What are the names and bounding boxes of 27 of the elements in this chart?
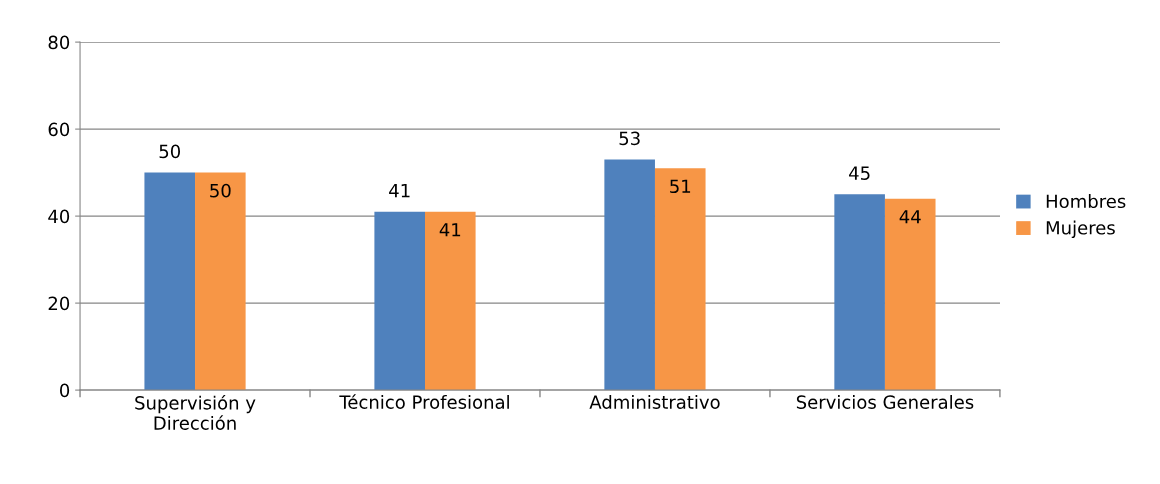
- data-label: 41: [389, 183, 410, 198]
- bar: [604, 159, 655, 391]
- data-label: 45: [849, 166, 870, 180]
- data-label: 53: [619, 131, 640, 146]
- legend-label: Hombres: [1046, 194, 1126, 209]
- data-label: 51: [670, 179, 691, 194]
- y-tick-label: 40: [48, 209, 70, 224]
- y-tick-label: 0: [60, 383, 70, 398]
- bar: [144, 172, 196, 391]
- data-label: 41: [439, 223, 461, 237]
- x-tick-label: Supervisión y Dirección: [135, 394, 256, 430]
- y-tick-label: 80: [48, 35, 70, 50]
- bar: [654, 168, 706, 391]
- bar: [195, 172, 246, 391]
- legend-label: Mujeres: [1046, 220, 1115, 239]
- bar: [374, 211, 425, 391]
- bar: [424, 211, 476, 391]
- data-label: 50: [159, 144, 181, 159]
- x-tick-label: Administrativo: [589, 394, 720, 409]
- y-tick-label: 60: [48, 122, 70, 137]
- x-tick-label: Servicios Generales: [796, 394, 974, 409]
- bar: [834, 194, 885, 391]
- y-tick-label: 20: [48, 296, 70, 311]
- data-label: 44: [899, 210, 921, 224]
- data-label: 50: [210, 183, 231, 198]
- x-tick-label: Técnico Profesional: [339, 394, 509, 409]
- bar: [884, 198, 936, 391]
